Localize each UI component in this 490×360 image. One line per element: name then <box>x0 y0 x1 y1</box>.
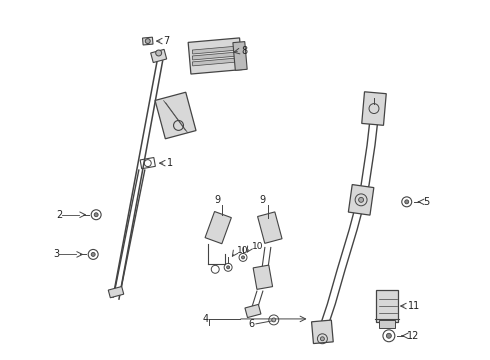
Text: 10: 10 <box>252 242 264 251</box>
Text: 10: 10 <box>237 246 248 255</box>
Polygon shape <box>233 42 247 70</box>
Polygon shape <box>376 290 398 322</box>
Text: 2: 2 <box>56 210 63 220</box>
Text: 12: 12 <box>407 331 419 341</box>
Circle shape <box>91 252 95 256</box>
Polygon shape <box>362 92 386 125</box>
Circle shape <box>145 39 150 44</box>
Polygon shape <box>379 320 395 328</box>
Circle shape <box>405 200 409 204</box>
Circle shape <box>359 197 364 202</box>
Circle shape <box>227 266 230 269</box>
Circle shape <box>320 337 324 341</box>
Circle shape <box>156 50 162 56</box>
Text: 3: 3 <box>53 249 60 260</box>
Text: 7: 7 <box>164 36 170 46</box>
Polygon shape <box>155 92 196 139</box>
Circle shape <box>242 256 245 259</box>
Polygon shape <box>143 37 153 45</box>
Text: 9: 9 <box>260 195 266 205</box>
Polygon shape <box>108 287 124 298</box>
Polygon shape <box>188 38 243 74</box>
Polygon shape <box>205 212 231 244</box>
Circle shape <box>387 333 392 338</box>
Polygon shape <box>151 49 167 63</box>
Polygon shape <box>245 305 261 318</box>
Text: 11: 11 <box>408 301 420 311</box>
Text: 5: 5 <box>424 197 430 207</box>
Polygon shape <box>348 185 374 215</box>
Polygon shape <box>192 46 238 54</box>
Text: 8: 8 <box>241 46 247 56</box>
Polygon shape <box>258 212 282 243</box>
Text: 6: 6 <box>248 319 254 329</box>
Polygon shape <box>192 58 238 66</box>
Circle shape <box>94 213 98 217</box>
Polygon shape <box>312 320 333 343</box>
Text: 9: 9 <box>214 195 220 205</box>
Text: 4: 4 <box>202 314 208 324</box>
Text: 1: 1 <box>167 158 173 168</box>
Circle shape <box>272 318 276 322</box>
Polygon shape <box>253 265 272 289</box>
Polygon shape <box>192 52 238 60</box>
